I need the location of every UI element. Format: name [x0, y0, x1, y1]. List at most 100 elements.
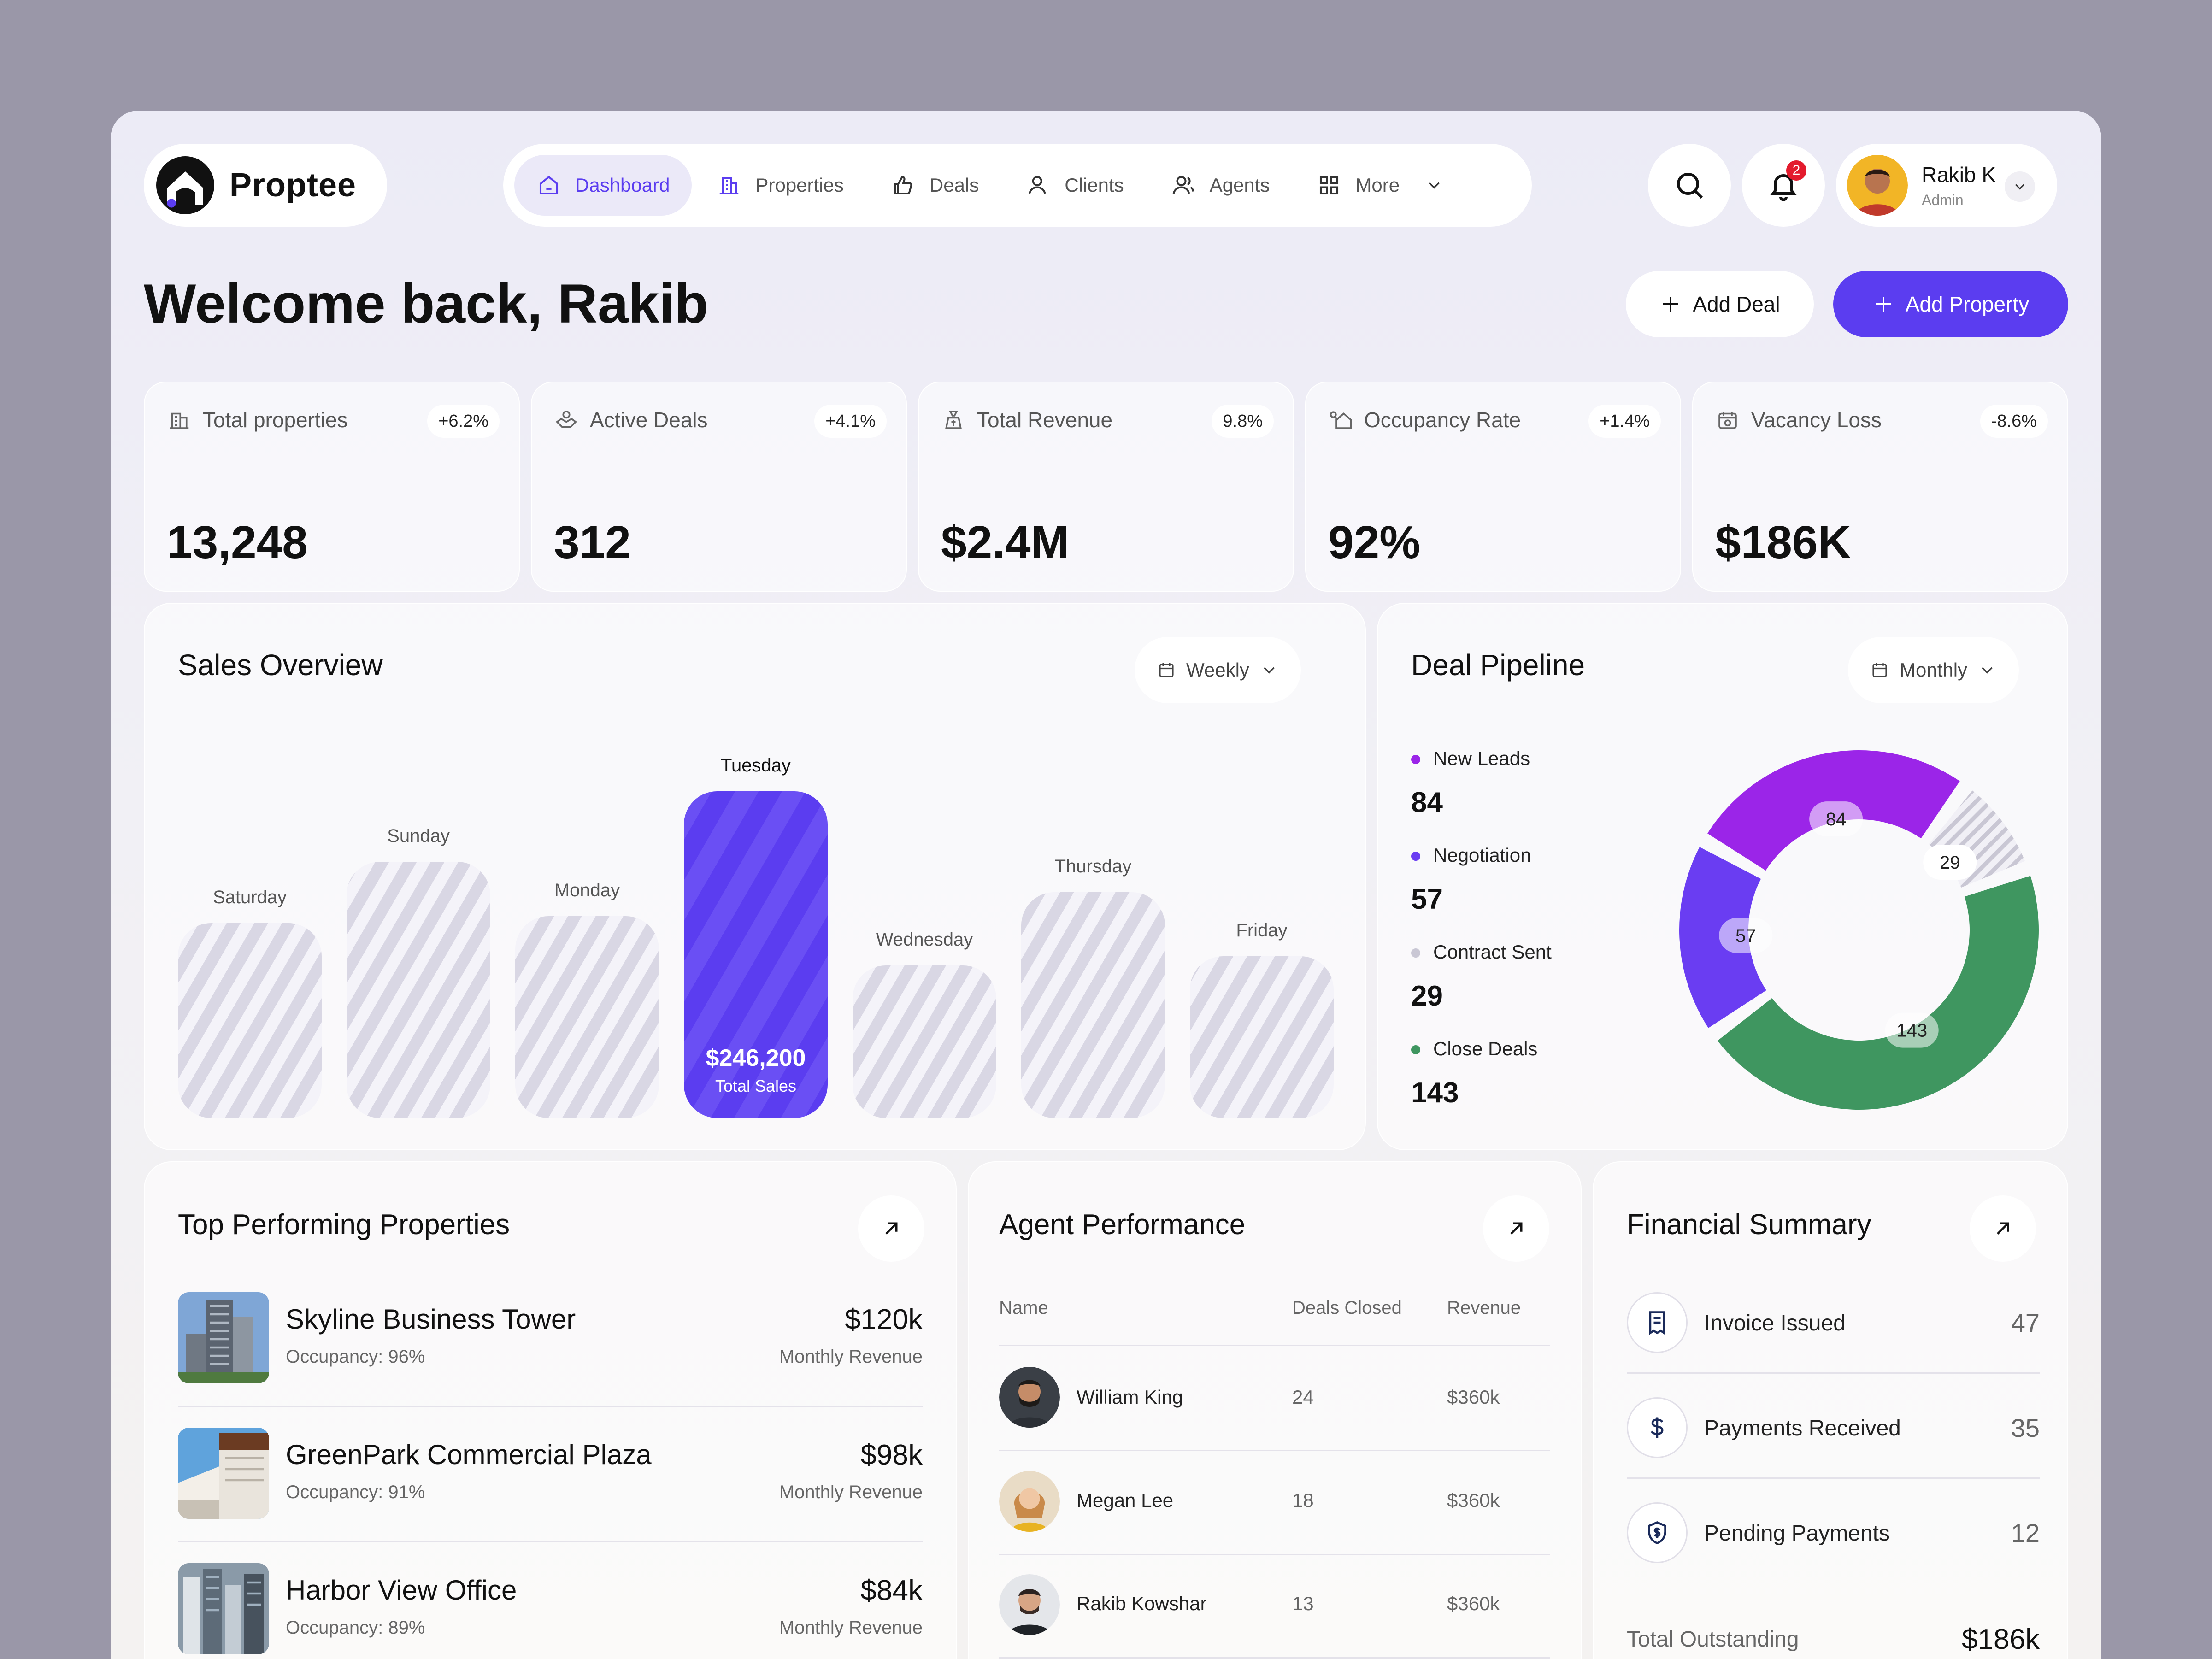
- stat-card-total-properties[interactable]: Total properties +6.2% 13,248: [144, 382, 520, 592]
- legend-value: 143: [1411, 1077, 1459, 1109]
- period-label: Weekly: [1186, 659, 1249, 681]
- legend-value: 84: [1411, 787, 1443, 818]
- page-title: Welcome back, Rakib: [144, 273, 708, 335]
- property-revenue: $98k: [860, 1439, 923, 1471]
- building-icon: [170, 412, 189, 429]
- user-menu[interactable]: Rakib K Admin: [1836, 144, 2057, 227]
- property-revenue-label: Monthly Revenue: [779, 1618, 923, 1638]
- property-name[interactable]: Skyline Business Tower: [286, 1304, 576, 1335]
- stat-label: Active Deals: [590, 408, 708, 432]
- sales-bar-monday[interactable]: [515, 916, 659, 1118]
- agent-performance-open-button[interactable]: [1483, 1195, 1549, 1262]
- property-image: [178, 1428, 269, 1519]
- property-name[interactable]: GreenPark Commercial Plaza: [286, 1439, 652, 1470]
- stat-change: -8.6%: [1980, 405, 2048, 438]
- agent-performance-panel: Agent Performance Name Deals Closed Reve…: [968, 1161, 1582, 1659]
- legend-value: 57: [1411, 883, 1443, 915]
- nav-dashboard[interactable]: Dashboard: [514, 155, 692, 216]
- stat-card-total-revenue[interactable]: Total Revenue 9.8% $2.4M: [918, 382, 1294, 592]
- shield-dollar-icon: [1627, 1502, 1688, 1563]
- calendar-loss-icon: [1718, 412, 1737, 429]
- user-menu-toggle[interactable]: [2005, 171, 2035, 202]
- legend-dot-negotiation: [1411, 852, 1420, 861]
- panel-title: Agent Performance: [999, 1209, 1246, 1241]
- top-properties-open-button[interactable]: [858, 1195, 924, 1262]
- legend-label: New Leads: [1433, 747, 1530, 769]
- brand-logo[interactable]: Proptee: [144, 144, 387, 227]
- legend-label: Negotiation: [1433, 844, 1531, 866]
- stat-value: 92%: [1328, 517, 1421, 568]
- stat-change: 9.8%: [1212, 405, 1274, 438]
- sales-bar-friday[interactable]: [1190, 956, 1334, 1118]
- nav-label: Deals: [929, 174, 979, 196]
- agent-name[interactable]: Megan Lee: [1077, 1489, 1174, 1511]
- agent-revenue: $360k: [1447, 1489, 1500, 1511]
- dashboard-window: Proptee Dashboard Properties Deals Clien…: [111, 111, 2101, 1659]
- agent-name[interactable]: Rakib Kowshar: [1077, 1593, 1207, 1614]
- add-deal-button[interactable]: Add Deal: [1626, 271, 1814, 337]
- property-revenue-label: Monthly Revenue: [779, 1482, 923, 1502]
- property-revenue: $84k: [860, 1575, 923, 1606]
- nav-more[interactable]: More: [1294, 155, 1466, 216]
- panel-title: Top Performing Properties: [178, 1209, 510, 1241]
- stat-change: +1.4%: [1588, 405, 1661, 438]
- sales-bar-label: Sunday: [387, 826, 450, 846]
- search-button[interactable]: [1648, 144, 1731, 227]
- stat-card-vacancy-loss[interactable]: Vacancy Loss -8.6% $186K: [1692, 382, 2068, 592]
- notifications-button[interactable]: 2: [1742, 144, 1825, 227]
- pipeline-period-select[interactable]: Monthly: [1848, 637, 2019, 703]
- sales-bar-value: $246,200: [706, 1045, 806, 1071]
- period-label: Monthly: [1900, 659, 1968, 681]
- property-occupancy: Occupancy: 96%: [286, 1347, 425, 1367]
- nav-label: Agents: [1209, 174, 1270, 196]
- financial-label: Pending Payments: [1704, 1521, 1890, 1546]
- sales-period-select[interactable]: Weekly: [1135, 637, 1301, 703]
- sales-bar-wednesday[interactable]: [853, 965, 996, 1118]
- stat-card-occupancy-rate[interactable]: Occupancy Rate +1.4% 92%: [1305, 382, 1681, 592]
- sales-bar-tuesday[interactable]: $246,200 Total Sales: [684, 791, 828, 1118]
- financial-summary-open-button[interactable]: [1970, 1195, 2036, 1262]
- column-header-name[interactable]: Name: [999, 1298, 1048, 1318]
- stat-label: Occupancy Rate: [1364, 408, 1521, 432]
- chevron-down-icon: [1982, 667, 1993, 674]
- property-revenue-label: Monthly Revenue: [779, 1347, 923, 1367]
- chevron-down-icon: [1264, 667, 1275, 674]
- legend-label: Close Deals: [1433, 1038, 1538, 1059]
- agent-revenue: $360k: [1447, 1386, 1500, 1408]
- panel-title: Sales Overview: [178, 648, 383, 682]
- financial-value: 47: [2011, 1308, 2040, 1337]
- user-name: Rakib K: [1922, 162, 1996, 187]
- stat-card-active-deals[interactable]: Active Deals +4.1% 312: [531, 382, 907, 592]
- sales-bar-thursday[interactable]: [1021, 892, 1165, 1118]
- dollar-icon: [1627, 1397, 1688, 1458]
- sales-bar-sunday[interactable]: [347, 862, 490, 1118]
- property-name[interactable]: Harbor View Office: [286, 1575, 517, 1606]
- column-header-deals-closed[interactable]: Deals Closed: [1292, 1298, 1402, 1318]
- agent-name[interactable]: William King: [1077, 1386, 1183, 1408]
- add-property-button[interactable]: Add Property: [1833, 271, 2068, 337]
- sales-bar-saturday[interactable]: [178, 923, 322, 1118]
- donut-value-label: 84: [1809, 801, 1863, 837]
- arrow-up-right-icon: [1510, 1222, 1523, 1235]
- nav-deals[interactable]: Deals: [869, 155, 1001, 216]
- nav-clients[interactable]: Clients: [1004, 155, 1146, 216]
- svg-text:143: 143: [1896, 1021, 1927, 1041]
- handshake-icon: [556, 411, 577, 428]
- add-deal-label: Add Deal: [1693, 292, 1780, 316]
- nav-properties[interactable]: Properties: [694, 155, 865, 216]
- nav-label: Clients: [1065, 174, 1124, 196]
- financial-value: 35: [2011, 1413, 2040, 1442]
- calendar-icon: [1159, 663, 1174, 677]
- donut-slice-close-deals[interactable]: [1717, 876, 2039, 1110]
- sales-bar-label: Tuesday: [721, 755, 791, 776]
- nav-agents[interactable]: Agents: [1149, 155, 1292, 216]
- agent-deals: 24: [1292, 1386, 1314, 1408]
- property-image: [178, 1563, 269, 1654]
- avatar: [999, 1471, 1060, 1532]
- thumbs-up-icon: [894, 176, 912, 195]
- legend-dot-contract-sent: [1411, 948, 1420, 958]
- divider: [1627, 1477, 2040, 1479]
- divider: [999, 1345, 1550, 1346]
- column-header-revenue[interactable]: Revenue: [1447, 1298, 1521, 1318]
- property-image: [178, 1292, 269, 1383]
